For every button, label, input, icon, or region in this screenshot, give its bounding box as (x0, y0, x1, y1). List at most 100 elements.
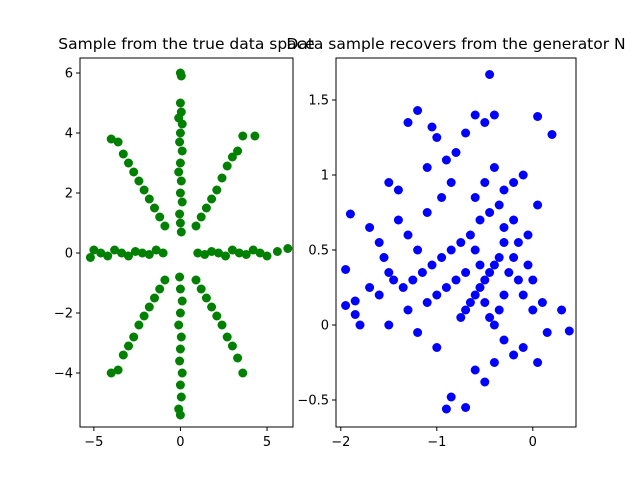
generator-sample-point (441, 155, 451, 165)
generator-sample-point (489, 110, 499, 120)
generator-sample-point (446, 245, 456, 255)
true-data-x-tick-label: −5 (84, 435, 103, 450)
generator-sample-point (384, 178, 394, 187)
true-data-point (191, 275, 201, 285)
true-data-point (177, 119, 187, 129)
generator-sample-point (355, 320, 365, 330)
generator-sample-point (518, 343, 528, 352)
generator-sample-point (398, 283, 408, 292)
generator-sample-point (413, 245, 423, 255)
generator-sample-point (499, 185, 509, 195)
generator-sample-point (528, 305, 538, 315)
generator-sample-point (403, 118, 413, 127)
true-data-point (134, 320, 144, 330)
generator-sample-point (437, 193, 447, 202)
true-data-point (155, 212, 165, 222)
true-data-point (124, 341, 133, 351)
generator-sample-panel: −2 −1 0 −0.5 0 0.5 1 1.5 Data sample recovers f… (286, 35, 625, 450)
true-data-x-tick-label: 0 (176, 435, 184, 450)
true-data-point (175, 209, 185, 219)
generator-sample-point (437, 253, 447, 262)
generator-sample-point (461, 268, 471, 277)
true-data-y-tick-label: −4 (54, 367, 73, 382)
generator-sample-point (564, 326, 574, 336)
generator-sample-ticks: −2 −1 0 −0.5 0 0.5 1 1.5 (297, 94, 537, 451)
generator-sample-point (480, 275, 490, 285)
true-data-point (144, 250, 154, 259)
true-data-point (150, 293, 159, 303)
generator-sample-point (489, 163, 499, 172)
true-data-point (227, 245, 237, 255)
generator-sample-point (374, 238, 384, 247)
true-data-point (193, 248, 203, 258)
generator-sample-point (470, 365, 480, 375)
true-data-point (117, 248, 127, 258)
true-data-x-tick-label: 5 (263, 435, 271, 450)
true-data-point (106, 134, 116, 144)
true-data-point (103, 251, 113, 261)
true-data-point (201, 293, 211, 303)
generator-sample-point (389, 275, 399, 285)
generator-sample-point (422, 208, 432, 217)
true-data-y-tick-label: 6 (65, 67, 73, 82)
generator-sample-point (341, 265, 351, 274)
true-data-point (129, 332, 139, 342)
generator-sample-point (446, 178, 456, 187)
true-data-point (151, 245, 161, 255)
true-data-point (175, 284, 185, 294)
generator-sample-point (504, 268, 514, 277)
true-data-point (176, 392, 186, 402)
generator-sample-point (384, 320, 394, 330)
true-data-point (175, 98, 185, 108)
generator-sample-point (470, 110, 480, 120)
true-data-point (174, 404, 184, 414)
true-data-point (137, 248, 147, 258)
generator-sample-point (523, 260, 533, 270)
generator-sample-point (509, 350, 519, 360)
generator-sample-point (461, 403, 471, 412)
true-data-point (212, 311, 222, 321)
true-data-point (200, 250, 210, 259)
true-data-point (118, 149, 128, 159)
generator-sample-point (461, 305, 471, 315)
generator-sample-point (480, 178, 490, 187)
generator-sample-point (542, 328, 552, 337)
generator-sample-point (408, 275, 418, 285)
true-data-point (175, 380, 185, 390)
generator-sample-point (432, 290, 442, 300)
true-data-point (233, 146, 243, 156)
true-data-point (158, 248, 168, 258)
generator-sample-point (533, 358, 543, 367)
true-data-point (238, 131, 248, 141)
generator-sample-point (509, 253, 519, 262)
true-data-point (272, 247, 282, 256)
generator-sample-point (485, 313, 495, 322)
true-data-point (176, 227, 186, 237)
generator-sample-point (475, 215, 485, 225)
generator-sample-axes-frame (335, 57, 577, 428)
generator-sample-point (465, 298, 475, 307)
true-data-point (177, 368, 187, 378)
generator-sample-point (485, 268, 495, 277)
true-data-point (85, 253, 95, 262)
generator-sample-point (451, 275, 461, 285)
generator-sample-x-tick-label: −1 (427, 435, 446, 450)
generator-sample-point (456, 313, 466, 322)
true-data-point (175, 218, 185, 228)
true-data-point (150, 203, 159, 213)
true-data-point (160, 221, 170, 231)
true-data-point (113, 365, 123, 375)
generator-sample-point (489, 260, 499, 270)
true-data-point (201, 203, 211, 213)
generator-sample-point (494, 200, 504, 210)
generator-sample-point (489, 320, 499, 330)
generator-sample-point (533, 200, 543, 210)
generator-sample-point (470, 245, 480, 255)
generator-sample-point (379, 253, 389, 262)
true-data-point (89, 245, 99, 255)
generator-sample-point (518, 170, 528, 180)
true-data-point (155, 284, 165, 294)
generator-sample-point (533, 112, 543, 121)
generator-sample-point (403, 230, 413, 240)
